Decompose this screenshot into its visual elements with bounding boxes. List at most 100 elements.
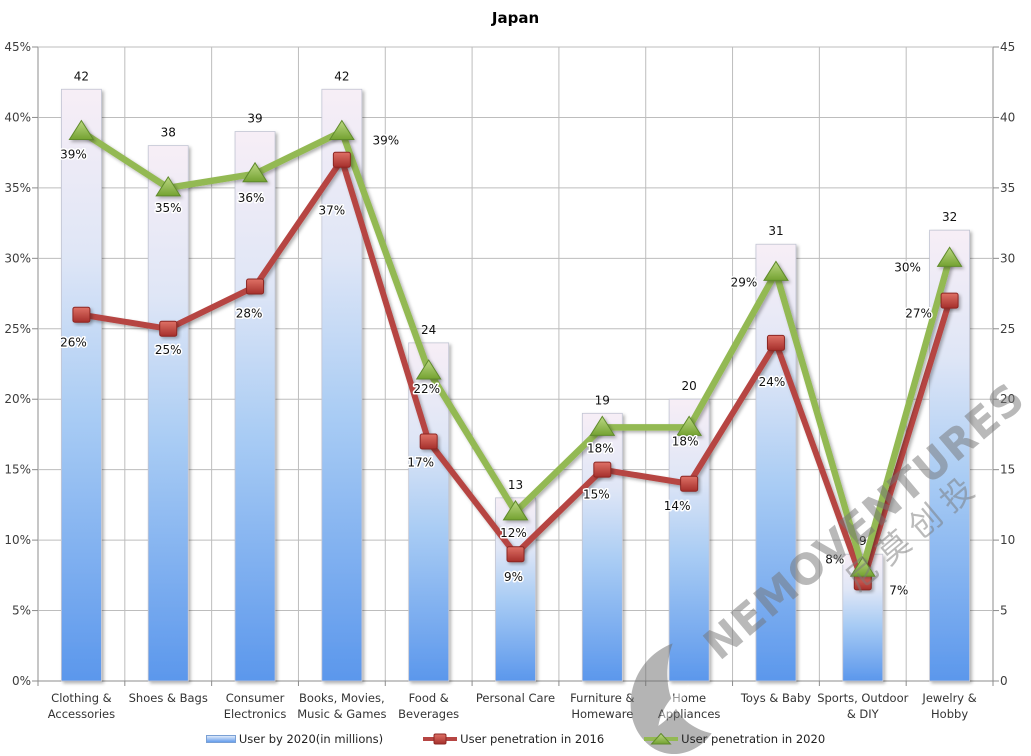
category-label: Accessories <box>48 707 115 721</box>
category-label: Consumer <box>226 691 285 705</box>
marker-2016 <box>680 475 699 492</box>
bar-value-label: 42 <box>334 69 349 83</box>
marker-2020 <box>849 556 876 577</box>
legend-label-penetration-2020: User penetration in 2020 <box>681 732 826 746</box>
point-label: 37% <box>319 204 346 218</box>
right-axis-label: 25 <box>1000 322 1015 336</box>
bar-value-label: 39 <box>247 112 262 126</box>
point-label: 7% <box>889 583 908 597</box>
right-axis-label: 20 <box>1000 392 1015 406</box>
category-label: Appliances <box>658 707 721 721</box>
point-label: 39% <box>60 148 87 162</box>
left-axis-label: 25% <box>4 322 31 336</box>
bar <box>234 131 276 682</box>
right-axis-label: 35 <box>1000 181 1015 195</box>
right-axis-label: 5 <box>1000 604 1008 618</box>
right-axis-label: 30 <box>1000 251 1015 265</box>
right-axis-label: 15 <box>1000 463 1015 477</box>
marker-2016 <box>332 151 351 168</box>
category-label: Furniture & <box>570 691 634 705</box>
marker-2020 <box>328 119 355 141</box>
category-label: & DIY <box>847 707 880 721</box>
left-axis-label: 15% <box>4 463 31 477</box>
bar-value-label: 9 <box>859 534 867 548</box>
category-label: Electronics <box>224 707 287 721</box>
point-label: 14% <box>664 499 691 513</box>
marker-2020 <box>242 161 268 183</box>
marker-2020 <box>502 499 529 521</box>
bar <box>581 412 623 682</box>
legend-bar-icon <box>205 735 236 743</box>
bar <box>668 398 710 682</box>
marker-2016 <box>593 461 612 478</box>
point-label: 24% <box>759 375 786 389</box>
category-label: Jewelry & <box>921 691 976 705</box>
marker-2020 <box>68 119 95 141</box>
marker-2016 <box>246 278 265 295</box>
point-label: 18% <box>587 441 614 455</box>
category-label: Food & <box>409 691 449 705</box>
bars-group: 42 38 39 42 24 13 19 20 31 9 32 <box>61 69 970 682</box>
point-label: 29% <box>731 275 758 289</box>
point-label: 30% <box>894 260 921 274</box>
marker-2020 <box>676 415 703 436</box>
bar-value-label: 32 <box>942 210 957 224</box>
marker-2016 <box>159 320 178 337</box>
bar-value-label: 31 <box>768 224 783 238</box>
markers-group <box>68 119 963 591</box>
legend-line-2020-icon <box>644 733 679 745</box>
marker-2016 <box>419 433 438 450</box>
category-label: Homeware <box>571 707 633 721</box>
point-label: 28% <box>236 307 263 321</box>
bar <box>495 497 536 682</box>
point-label: 36% <box>238 191 265 205</box>
category-label: Sports, Outdoor <box>817 691 908 705</box>
marker-2016 <box>853 574 872 591</box>
left-axis-label: 10% <box>4 533 31 547</box>
bar-value-label: 13 <box>508 478 523 492</box>
point-label: 26% <box>60 336 87 350</box>
category-label: Toys & Baby <box>740 691 811 705</box>
data-labels-group: 26% 25% 28% 37% 17% 9% 15% 14% 24% 7% 27% 39% 35% 36%… <box>59 132 934 599</box>
category-label: Personal Care <box>476 691 555 705</box>
point-label: 8% <box>825 552 844 566</box>
right-axis-label: 10 <box>1000 533 1015 547</box>
bar <box>321 88 363 682</box>
category-label: Hobby <box>931 707 968 721</box>
left-axis-label: 0% <box>12 674 31 688</box>
marker-2016 <box>72 306 91 323</box>
point-label: 15% <box>583 488 610 502</box>
marker-2016 <box>766 334 785 351</box>
point-label: 27% <box>905 307 932 321</box>
left-axis-label: 35% <box>4 181 31 195</box>
point-label: 9% <box>504 570 523 584</box>
right-axis-label: 0 <box>1000 674 1008 688</box>
category-label: Shoes & Bags <box>129 691 208 705</box>
right-axis-label: 40 <box>1000 110 1015 124</box>
category-labels-group: Clothing & Accessories Shoes & Bags Consume… <box>48 691 977 721</box>
marker-2020 <box>415 359 442 380</box>
marker-2020 <box>155 175 182 197</box>
legend-line-2016-icon <box>423 733 458 745</box>
point-label: 25% <box>155 343 182 357</box>
left-axis-label: 5% <box>12 604 31 618</box>
left-axis-label: 45% <box>4 40 31 54</box>
marker-2020 <box>589 415 616 436</box>
marker-2016 <box>940 292 959 309</box>
bar-value-label: 19 <box>595 393 610 407</box>
point-label: 35% <box>155 201 182 215</box>
legend-item-penetration-2016: User penetration in 2016 <box>423 732 604 746</box>
legend-label-penetration-2016: User penetration in 2016 <box>460 732 605 746</box>
point-label: 18% <box>672 434 699 448</box>
left-axis-label: 30% <box>4 251 31 265</box>
marker-2020 <box>763 260 789 281</box>
category-label: Clothing & <box>51 691 111 705</box>
point-label: 17% <box>407 455 434 469</box>
bar <box>147 145 189 682</box>
right-axis-label: 45 <box>1000 40 1015 54</box>
bar-value-label: 20 <box>681 379 696 393</box>
left-axis-label: 20% <box>4 392 31 406</box>
chart-legend: User by 2020(in millions) User penetrati… <box>0 732 1031 746</box>
